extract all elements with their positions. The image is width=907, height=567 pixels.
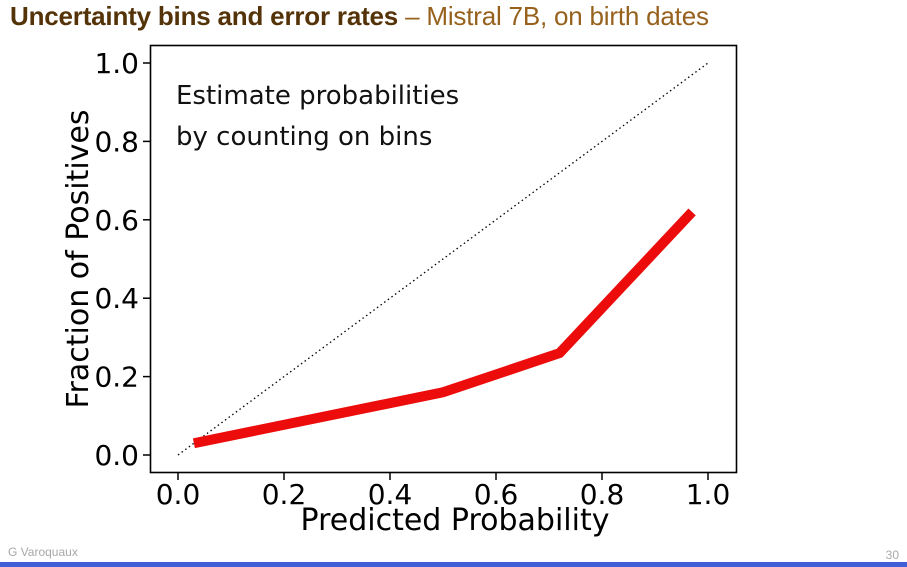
- y-tick-label: 1.0: [94, 47, 139, 80]
- slide-title: Uncertainty bins and error rates – Mistr…: [10, 1, 709, 32]
- x-axis-label: Predicted Probability: [301, 503, 610, 538]
- x-tick-label: 1.0: [686, 478, 731, 511]
- y-tick-label: 0.6: [94, 204, 139, 237]
- y-tick-label: 0.0: [94, 439, 139, 472]
- x-tick-label: 0.2: [262, 478, 307, 511]
- x-tick-label: 0.8: [580, 478, 625, 511]
- slide-title-subtitle: – Mistral 7B, on birth dates: [405, 1, 709, 31]
- plot-border: [149, 44, 738, 474]
- x-tick-label: 0.4: [368, 478, 413, 511]
- x-tick-label: 0.6: [474, 478, 519, 511]
- y-axis-label: Fraction of Positives: [61, 109, 96, 408]
- annotation-line-1: Estimate probabilities: [176, 81, 459, 111]
- footer-page-number: 30: [885, 548, 899, 562]
- footer-author: G Varoquaux: [8, 545, 78, 559]
- y-tick-label: 0.2: [94, 361, 139, 394]
- slide-title-strong: Uncertainty bins and error rates: [10, 1, 399, 31]
- annotation-line-2: by counting on bins: [176, 122, 432, 152]
- perfect-calibration-line: [177, 62, 709, 456]
- x-tick-label: 0.0: [156, 478, 201, 511]
- y-tick-label: 0.8: [94, 125, 139, 158]
- bottom-accent-bar: [0, 562, 907, 567]
- calibration-curve: [192, 208, 696, 449]
- y-tick-label: 0.4: [94, 282, 139, 315]
